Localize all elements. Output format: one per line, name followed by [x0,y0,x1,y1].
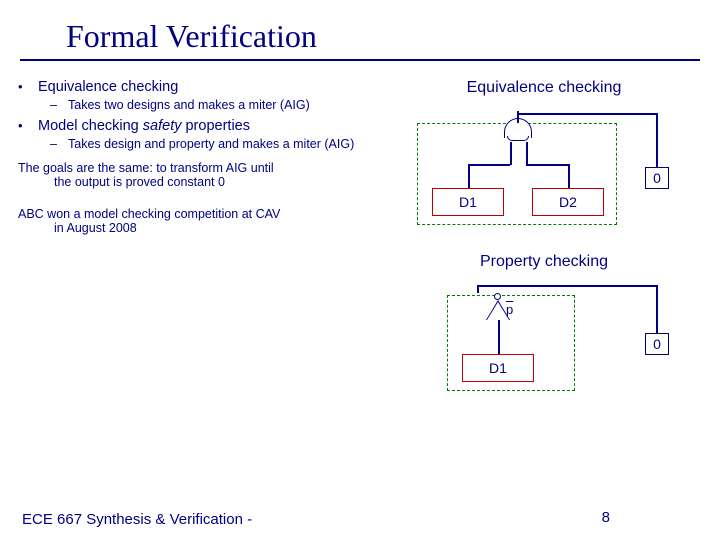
dashed-miter-box: D1 D2 [417,123,617,225]
para-line: ABC won a model checking competition at … [18,207,280,221]
content-area: • Equivalence checking – Takes two desig… [0,61,720,405]
subbullet-text: Takes design and property and makes a mi… [68,137,354,151]
bullet-dot-icon: • [14,79,38,95]
para-line: The goals are the same: to transform AIG… [18,161,274,175]
wire-icon [517,113,657,115]
bullet-dot-icon: • [14,118,38,134]
para-line: in August 2008 [18,221,364,235]
wire-icon [517,113,519,123]
box-d1: D1 [432,188,504,216]
box-d2: D2 [532,188,604,216]
bullet-model-checking: • Model checking safety properties [14,118,394,134]
dash-icon: – [50,137,68,151]
bullet-text: Equivalence checking [38,79,178,95]
zero-output-box: 0 [645,167,669,189]
box-d1: D1 [462,354,534,382]
wire-icon [656,285,658,333]
text-post: properties [181,118,250,134]
zero-output-box: 0 [645,333,669,355]
dash-icon: – [50,98,68,112]
wire-icon [477,285,657,287]
footer-text: ECE 667 Synthesis & Verification - [22,511,252,528]
text-italic: safety [143,118,182,134]
subbullet-text: Takes two designs and makes a miter (AIG… [68,98,310,112]
heading-property: Property checking [394,253,694,271]
slide-title: Formal Verification [20,0,700,61]
inverter-bubble-icon [494,293,501,300]
paragraph-goals: The goals are the same: to transform AIG… [14,161,364,189]
left-column: • Equivalence checking – Takes two desig… [14,79,394,405]
diagram-property: p D1 0 [409,281,679,393]
heading-equivalence: Equivalence checking [394,79,694,97]
diagram-equivalence: D1 D2 0 [409,107,679,225]
paragraph-abc: ABC won a model checking competition at … [14,207,364,235]
wire-icon [656,113,658,167]
right-column: Equivalence checking D1 D2 [394,79,694,405]
subbullet-equivalence: – Takes two designs and makes a miter (A… [14,98,394,112]
bullet-equivalence: • Equivalence checking [14,79,394,95]
label-p: p [506,302,513,317]
text-pre: Model checking [38,118,143,134]
para-line: the output is proved constant 0 [18,175,364,189]
page-number: 8 [602,509,610,526]
footer: ECE 667 Synthesis & Verification - [22,511,698,528]
subbullet-model-checking: – Takes design and property and makes a … [14,137,394,151]
bullet-text: Model checking safety properties [38,118,250,134]
dashed-property-box: p D1 [447,295,575,391]
